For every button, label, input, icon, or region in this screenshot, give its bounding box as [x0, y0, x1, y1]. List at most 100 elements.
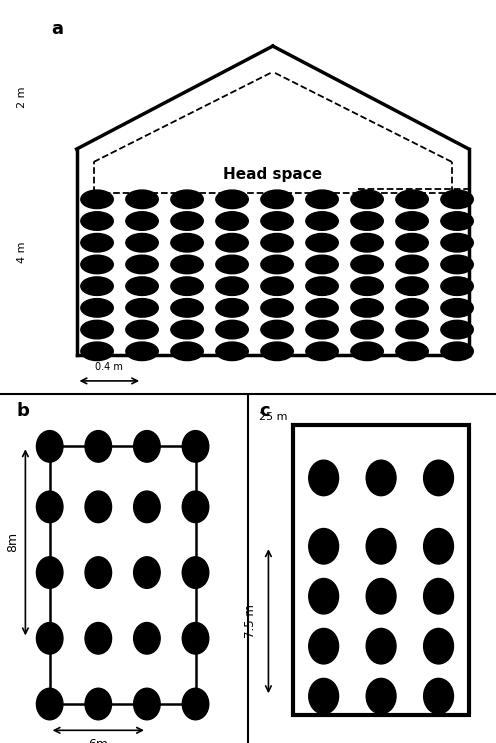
Ellipse shape [133, 557, 160, 588]
Ellipse shape [85, 491, 112, 522]
Ellipse shape [171, 190, 203, 209]
Ellipse shape [85, 688, 112, 720]
Ellipse shape [351, 320, 383, 339]
Ellipse shape [216, 320, 248, 339]
Ellipse shape [441, 299, 473, 317]
Ellipse shape [216, 342, 248, 360]
Ellipse shape [171, 320, 203, 339]
Ellipse shape [85, 557, 112, 588]
Text: 25 m: 25 m [258, 412, 287, 422]
Ellipse shape [182, 491, 209, 522]
Ellipse shape [351, 299, 383, 317]
Ellipse shape [126, 342, 158, 360]
Ellipse shape [171, 277, 203, 296]
Ellipse shape [351, 233, 383, 252]
Text: 8m: 8m [5, 532, 19, 552]
Ellipse shape [261, 255, 293, 273]
Ellipse shape [441, 342, 473, 360]
Ellipse shape [126, 277, 158, 296]
Ellipse shape [261, 299, 293, 317]
Ellipse shape [261, 212, 293, 230]
Ellipse shape [441, 277, 473, 296]
Ellipse shape [351, 255, 383, 273]
Ellipse shape [133, 431, 160, 462]
Ellipse shape [133, 623, 160, 654]
Ellipse shape [424, 460, 453, 496]
Ellipse shape [441, 255, 473, 273]
Text: 7.5 m: 7.5 m [244, 604, 257, 638]
Ellipse shape [306, 212, 338, 230]
Text: 0.4 m: 0.4 m [95, 362, 124, 372]
Ellipse shape [126, 299, 158, 317]
Ellipse shape [309, 629, 339, 664]
Ellipse shape [36, 623, 63, 654]
Ellipse shape [171, 233, 203, 252]
Ellipse shape [396, 277, 428, 296]
Ellipse shape [216, 255, 248, 273]
Ellipse shape [216, 299, 248, 317]
Ellipse shape [306, 277, 338, 296]
Ellipse shape [81, 212, 113, 230]
Ellipse shape [182, 688, 209, 720]
Text: a: a [51, 20, 63, 39]
Ellipse shape [171, 342, 203, 360]
Text: 4 m: 4 m [17, 241, 27, 263]
Ellipse shape [396, 212, 428, 230]
Ellipse shape [441, 212, 473, 230]
Ellipse shape [216, 190, 248, 209]
Ellipse shape [36, 557, 63, 588]
Ellipse shape [171, 212, 203, 230]
Ellipse shape [81, 299, 113, 317]
Ellipse shape [424, 629, 453, 664]
Text: 2 m: 2 m [17, 87, 27, 108]
Ellipse shape [133, 491, 160, 522]
Ellipse shape [126, 320, 158, 339]
Ellipse shape [306, 299, 338, 317]
Ellipse shape [81, 233, 113, 252]
Bar [293, 425, 470, 715]
Ellipse shape [81, 277, 113, 296]
Ellipse shape [424, 528, 453, 564]
Ellipse shape [36, 431, 63, 462]
Ellipse shape [171, 255, 203, 273]
Ellipse shape [85, 623, 112, 654]
Ellipse shape [396, 190, 428, 209]
Ellipse shape [351, 190, 383, 209]
Ellipse shape [171, 299, 203, 317]
Ellipse shape [366, 528, 396, 564]
Ellipse shape [182, 557, 209, 588]
Ellipse shape [396, 320, 428, 339]
Ellipse shape [126, 212, 158, 230]
Ellipse shape [309, 579, 339, 614]
Ellipse shape [126, 190, 158, 209]
Ellipse shape [366, 678, 396, 714]
Ellipse shape [81, 320, 113, 339]
Ellipse shape [366, 579, 396, 614]
Ellipse shape [424, 678, 453, 714]
Ellipse shape [309, 460, 339, 496]
Ellipse shape [216, 212, 248, 230]
Ellipse shape [133, 688, 160, 720]
Ellipse shape [309, 678, 339, 714]
Ellipse shape [81, 255, 113, 273]
Ellipse shape [424, 579, 453, 614]
Ellipse shape [306, 190, 338, 209]
Ellipse shape [306, 320, 338, 339]
Ellipse shape [261, 320, 293, 339]
Ellipse shape [351, 277, 383, 296]
Ellipse shape [36, 491, 63, 522]
Ellipse shape [126, 233, 158, 252]
Ellipse shape [261, 342, 293, 360]
Ellipse shape [441, 320, 473, 339]
Ellipse shape [306, 233, 338, 252]
Ellipse shape [261, 190, 293, 209]
Ellipse shape [85, 431, 112, 462]
Ellipse shape [351, 342, 383, 360]
Ellipse shape [396, 299, 428, 317]
Text: Head space: Head space [223, 167, 322, 182]
Ellipse shape [182, 623, 209, 654]
Ellipse shape [81, 342, 113, 360]
Ellipse shape [441, 190, 473, 209]
Ellipse shape [36, 688, 63, 720]
Ellipse shape [396, 255, 428, 273]
